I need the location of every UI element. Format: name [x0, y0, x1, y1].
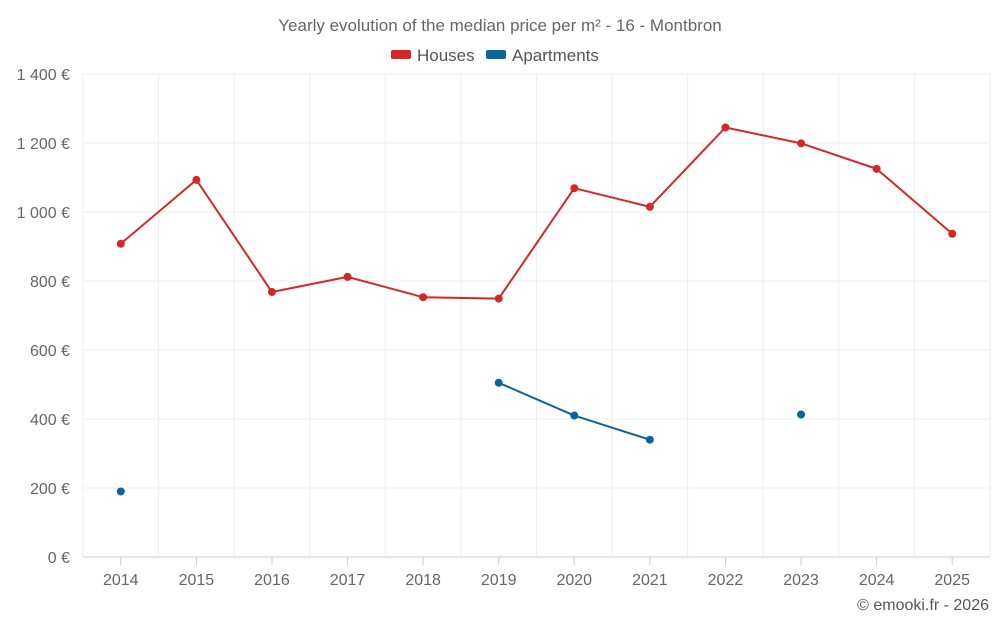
data-point-houses[interactable] — [267, 288, 276, 297]
y-tick-label: 400 € — [30, 412, 70, 429]
data-point-apartments[interactable] — [116, 487, 125, 496]
x-tick-label: 2025 — [934, 572, 970, 589]
series-apartments — [116, 378, 806, 496]
y-tick-label: 800 € — [30, 274, 70, 291]
y-tick-label: 200 € — [30, 481, 70, 498]
y-axis: 0 € 200 € 400 € 600 € 800 € 1 000 € 1 200 € 1 4… — [17, 67, 70, 567]
legend[interactable]: Houses Apartments — [391, 46, 599, 65]
x-tick-label: 2024 — [859, 572, 895, 589]
legend-item-houses[interactable]: Houses — [391, 46, 475, 65]
data-point-houses[interactable] — [192, 175, 201, 184]
legend-swatch-apartments — [486, 50, 506, 59]
legend-item-apartments[interactable]: Apartments — [486, 46, 599, 65]
y-tick-label: 1 400 € — [17, 67, 70, 84]
x-tick-label: 2017 — [330, 572, 366, 589]
data-point-houses[interactable] — [872, 164, 881, 173]
y-tick-label: 600 € — [30, 343, 70, 360]
data-point-apartments[interactable] — [797, 410, 806, 419]
legend-swatch-houses — [391, 50, 411, 59]
y-tick-label: 0 € — [48, 550, 70, 567]
data-point-apartments[interactable] — [494, 378, 503, 387]
x-tick-label: 2021 — [632, 572, 668, 589]
data-point-houses[interactable] — [948, 229, 957, 238]
series — [116, 123, 957, 496]
x-tick-label: 2022 — [708, 572, 744, 589]
data-point-houses[interactable] — [343, 272, 352, 281]
data-point-houses[interactable] — [721, 123, 730, 132]
series-line-houses — [120, 126, 953, 300]
legend-label-houses: Houses — [417, 46, 475, 65]
series-houses — [116, 123, 957, 303]
data-point-houses[interactable] — [494, 294, 503, 303]
x-tick-label: 2015 — [179, 572, 215, 589]
data-point-apartments[interactable] — [570, 411, 579, 420]
data-point-houses[interactable] — [116, 239, 125, 248]
series-line-apartments — [498, 381, 651, 441]
x-tick-label: 2019 — [481, 572, 517, 589]
x-tick-label: 2014 — [103, 572, 139, 589]
data-point-apartments[interactable] — [645, 435, 654, 444]
y-tick-label: 1 000 € — [17, 205, 70, 222]
data-point-houses[interactable] — [419, 293, 428, 302]
legend-label-apartments: Apartments — [512, 46, 599, 65]
data-point-houses[interactable] — [645, 202, 654, 211]
data-point-houses[interactable] — [797, 139, 806, 148]
data-point-houses[interactable] — [570, 184, 579, 193]
y-tick-label: 1 200 € — [17, 136, 70, 153]
x-tick-label: 2023 — [783, 572, 819, 589]
x-tick-label: 2018 — [405, 572, 441, 589]
x-tick-label: 2016 — [254, 572, 290, 589]
credit-text: © emooki.fr - 2026 — [857, 597, 989, 614]
chart-title: Yearly evolution of the median price per… — [278, 16, 722, 35]
grid — [82, 73, 991, 558]
x-axis: 2014 2015 2016 2017 2018 2019 2020 2021 2022 2023… — [103, 557, 970, 589]
x-tick-label: 2020 — [556, 572, 592, 589]
